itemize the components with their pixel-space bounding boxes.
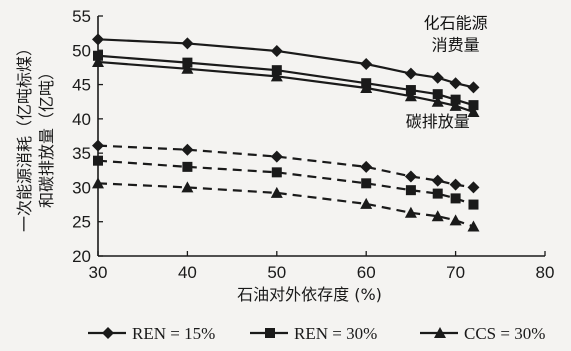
data-point bbox=[404, 90, 417, 102]
y-axis-label-line: 和碳排放量（亿吨） bbox=[37, 64, 56, 208]
y-axis-label: 一次能源消耗（亿吨标煤） 和碳排放量（亿吨） bbox=[15, 40, 56, 232]
y-tick-label: 20 bbox=[72, 247, 91, 266]
legend-item-triangle: CCS = 30% bbox=[420, 324, 545, 343]
series-line bbox=[97, 144, 474, 189]
series-line bbox=[97, 182, 474, 228]
y-tick-label: 55 bbox=[72, 7, 91, 26]
series-carbon-triangle bbox=[92, 177, 480, 232]
series-layer bbox=[92, 33, 480, 232]
y-tick-label: 30 bbox=[72, 178, 91, 197]
data-point bbox=[404, 67, 417, 80]
y-axis-label-line: 一次能源消耗（亿吨标煤） bbox=[15, 40, 34, 232]
data-point bbox=[431, 71, 444, 84]
data-point bbox=[92, 55, 104, 67]
data-point bbox=[404, 170, 417, 183]
data-point bbox=[93, 155, 103, 166]
data-point bbox=[271, 167, 282, 178]
tick-labels: 20 25 30 35 40 45 50 55 30 40 50 60 70 80 bbox=[72, 7, 554, 282]
y-tick-label: 45 bbox=[72, 76, 91, 95]
series-energy-diamond bbox=[92, 33, 480, 94]
data-point bbox=[270, 150, 283, 163]
data-point bbox=[92, 177, 104, 189]
data-point bbox=[450, 94, 461, 105]
x-axis-label: 石油对外依存度 (%) bbox=[237, 285, 382, 304]
annotation-line: 化石能源 bbox=[424, 13, 488, 32]
x-tick-label: 80 bbox=[536, 263, 555, 282]
x-tick-label: 40 bbox=[178, 263, 197, 282]
data-point bbox=[405, 85, 416, 96]
data-point bbox=[468, 199, 479, 210]
legend-item-diamond: REN = 15% bbox=[88, 324, 215, 343]
data-point bbox=[432, 188, 443, 199]
y-tick-label: 35 bbox=[72, 144, 91, 163]
data-point bbox=[181, 181, 194, 193]
annotation-1: 碳排放量 bbox=[406, 112, 470, 131]
annotation-line: 碳排放量 bbox=[406, 112, 470, 131]
legend: REN = 15% REN = 30% CCS = 30% bbox=[88, 324, 545, 343]
data-point bbox=[431, 95, 444, 107]
annotation-0: 化石能源消费量 bbox=[424, 13, 488, 54]
data-point bbox=[271, 65, 282, 76]
legend-label: REN = 30% bbox=[294, 324, 377, 343]
data-point bbox=[92, 33, 104, 46]
data-point bbox=[467, 106, 480, 117]
data-point bbox=[449, 178, 462, 191]
series-carbon-diamond bbox=[92, 139, 480, 194]
legend-item-square: REN = 30% bbox=[250, 324, 377, 343]
legend-label: REN = 15% bbox=[132, 324, 215, 343]
data-point bbox=[468, 100, 479, 111]
data-point bbox=[449, 77, 462, 90]
data-point bbox=[270, 186, 283, 198]
series-line bbox=[97, 159, 474, 206]
data-point bbox=[181, 37, 194, 50]
x-tick-label: 60 bbox=[357, 263, 376, 282]
data-point bbox=[467, 181, 480, 194]
y-tick-label: 25 bbox=[72, 213, 91, 232]
data-point bbox=[405, 185, 416, 196]
data-point bbox=[450, 193, 461, 204]
data-point bbox=[270, 44, 283, 57]
legend-marker bbox=[102, 327, 114, 339]
legend-label: CCS = 30% bbox=[464, 324, 545, 343]
data-point bbox=[431, 210, 444, 222]
data-point bbox=[360, 58, 373, 70]
data-point bbox=[361, 178, 372, 189]
data-point bbox=[449, 214, 462, 226]
axis-labels: 石油对外依存度 (%) 一次能源消耗（亿吨标煤） 和碳排放量（亿吨） bbox=[15, 40, 382, 304]
y-tick-label: 40 bbox=[72, 110, 91, 129]
data-point bbox=[270, 70, 283, 82]
data-point bbox=[360, 82, 373, 93]
series-line bbox=[97, 60, 474, 114]
data-point bbox=[93, 50, 103, 61]
data-point bbox=[182, 57, 193, 68]
data-point bbox=[449, 99, 462, 111]
data-point bbox=[432, 89, 443, 100]
series-energy-triangle bbox=[92, 55, 480, 117]
y-tick-label: 50 bbox=[72, 41, 91, 60]
data-point bbox=[467, 81, 480, 94]
series-carbon-square bbox=[93, 155, 479, 210]
x-tick-label: 70 bbox=[446, 263, 465, 282]
annotation-line: 消费量 bbox=[432, 35, 480, 54]
legend-marker bbox=[265, 328, 275, 338]
data-point bbox=[431, 174, 444, 187]
data-point bbox=[360, 160, 373, 173]
data-point bbox=[467, 220, 480, 232]
data-point bbox=[360, 197, 373, 209]
data-point bbox=[92, 139, 104, 152]
data-point bbox=[181, 143, 194, 156]
data-point bbox=[404, 206, 417, 218]
data-point bbox=[182, 161, 193, 172]
x-tick-label: 30 bbox=[89, 263, 108, 282]
data-point bbox=[181, 62, 194, 74]
legend-marker bbox=[434, 327, 446, 338]
x-tick-label: 50 bbox=[267, 263, 286, 282]
